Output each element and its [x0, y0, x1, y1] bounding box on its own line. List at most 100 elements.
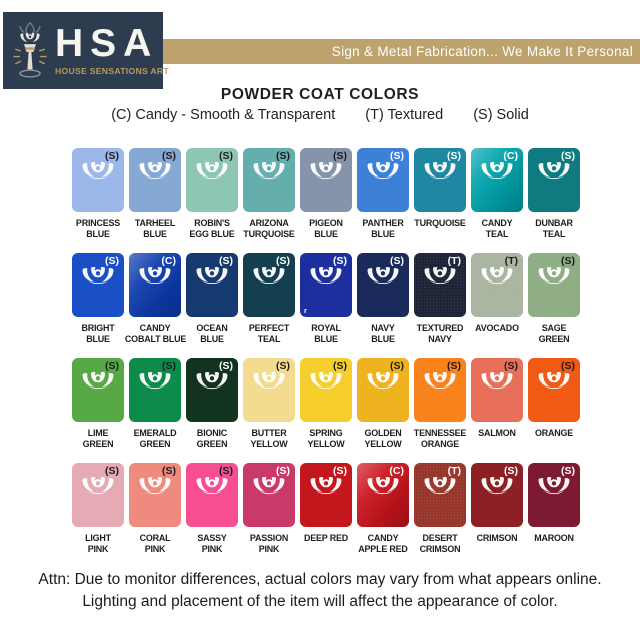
- finish-code: (S): [105, 465, 119, 477]
- lotus-watermark-icon: [81, 476, 115, 496]
- swatch-label: BRIGHT BLUE: [68, 323, 128, 346]
- swatch-label: TARHEEL BLUE: [125, 218, 185, 241]
- color-swatch: (S): [243, 253, 295, 317]
- color-swatch: (S): [186, 463, 238, 527]
- lotus-watermark-icon: [423, 161, 457, 181]
- swatch-label-line1: EMERALD: [133, 428, 177, 439]
- swatch-label: DUNBAR TEAL: [524, 218, 584, 241]
- swatch-label: OCEAN BLUE: [182, 323, 242, 346]
- legend-solid: (S) Solid: [473, 107, 529, 123]
- finish-code: (S): [276, 360, 290, 372]
- swatch-cell: (S) DEEP RED: [300, 463, 352, 556]
- swatch-label-line1: CANDY: [481, 218, 513, 229]
- swatch-label: ARIZONA TURQUOISE: [239, 218, 299, 241]
- swatch-cell: (S) CORAL PINK: [129, 463, 181, 556]
- finish-code: (S): [219, 360, 233, 372]
- swatch-label-line1: LIGHT: [85, 533, 111, 544]
- swatch-cell: (T) AVOCADO: [471, 253, 523, 346]
- stray-mark: r: [304, 306, 307, 315]
- finish-code: (S): [333, 150, 347, 162]
- lotus-watermark-icon: [480, 161, 514, 181]
- swatch-label: ROYAL BLUE: [296, 323, 356, 346]
- swatch-label-line2: EGG BLUE: [189, 229, 235, 241]
- swatch-cell: (C) CANDY COBALT BLUE: [125, 253, 186, 346]
- lotus-watermark-icon: [81, 266, 115, 286]
- lotus-watermark-icon: [81, 161, 115, 181]
- lotus-watermark-icon: [309, 266, 343, 286]
- lotus-watermark-icon: [195, 371, 229, 391]
- finish-code: (T): [504, 255, 518, 267]
- color-swatch: (S) r: [300, 253, 352, 317]
- swatch-label: EMERALD GREEN: [125, 428, 185, 451]
- swatch-cell: (S) PASSION PINK: [243, 463, 295, 556]
- swatch-cell: (S) EMERALD GREEN: [129, 358, 181, 451]
- swatch-label-line2: BLUE: [86, 229, 110, 241]
- swatch-cell: (S) TARHEEL BLUE: [129, 148, 181, 241]
- swatch-label: LIGHT PINK: [68, 533, 128, 556]
- finish-code: (S): [504, 465, 518, 477]
- color-swatch: (S): [243, 148, 295, 212]
- swatch-cell: (T) DESERT CRIMSON: [414, 463, 466, 556]
- swatch-cell: (S) SPRING YELLOW: [300, 358, 352, 451]
- finish-code: (C): [161, 255, 176, 267]
- swatch-cell: (S) GOLDEN YELLOW: [357, 358, 409, 451]
- swatch-label-line1: DESERT: [422, 533, 458, 544]
- swatch-cell: (S) DUNBAR TEAL: [528, 148, 580, 241]
- swatch-label-line1: OCEAN: [196, 323, 228, 334]
- swatch-label-line1: ORANGE: [534, 428, 574, 439]
- color-swatch: (S): [72, 253, 124, 317]
- finish-code: (S): [162, 150, 176, 162]
- color-swatch: (S): [357, 148, 409, 212]
- lotus-watermark-icon: [138, 476, 172, 496]
- lotus-watermark-icon: [366, 476, 400, 496]
- color-swatch: (T): [414, 463, 466, 527]
- swatch-label-line1: GOLDEN: [364, 428, 402, 439]
- swatch-label-line2: YELLOW: [250, 439, 288, 451]
- swatch-label: SPRING YELLOW: [296, 428, 356, 451]
- swatch-label-line2: GREEN: [538, 334, 570, 346]
- color-swatch: (S): [129, 148, 181, 212]
- finish-code: (S): [162, 465, 176, 477]
- swatch-label: TURQUOISE: [410, 218, 470, 229]
- swatch-label: TENNESSEE ORANGE: [410, 428, 470, 451]
- swatch-label-line2: PINK: [87, 544, 109, 556]
- swatch-cell: (S) BRIGHT BLUE: [72, 253, 124, 346]
- swatch-label-line1: PRINCESS: [75, 218, 121, 229]
- swatch-label: PERFECT TEAL: [239, 323, 299, 346]
- swatch-label-line1: CORAL: [139, 533, 171, 544]
- lotus-watermark-icon: [366, 371, 400, 391]
- swatch-label: GOLDEN YELLOW: [353, 428, 413, 451]
- swatch-label-line1: TENNESSEE: [413, 428, 467, 439]
- color-swatch: (S): [357, 253, 409, 317]
- finish-code: (S): [333, 465, 347, 477]
- lotus-watermark-icon: [252, 476, 286, 496]
- swatch-label-line2: NAVY: [428, 334, 452, 346]
- finish-code: (T): [447, 255, 461, 267]
- swatch-label-line2: TURQUOISE: [243, 229, 295, 241]
- finish-code: (S): [447, 360, 461, 372]
- swatch-cell: (S) TENNESSEE ORANGE: [414, 358, 466, 451]
- swatch-label-line1: SASSY: [197, 533, 227, 544]
- swatch-label-line1: BRIGHT: [81, 323, 115, 334]
- finish-code: (S): [219, 465, 233, 477]
- color-swatch: (S): [186, 253, 238, 317]
- lotus-watermark-icon: [195, 266, 229, 286]
- swatch-label-line2: PINK: [144, 544, 166, 556]
- lotus-watermark-icon: [252, 371, 286, 391]
- swatch-cell: (S) LIGHT PINK: [72, 463, 124, 556]
- swatch-label: NAVY BLUE: [353, 323, 413, 346]
- finish-code: (S): [105, 360, 119, 372]
- swatch-cell: (S) PANTHER BLUE: [357, 148, 409, 241]
- lotus-watermark-icon: [195, 476, 229, 496]
- swatch-label-line1: SAGE: [541, 323, 567, 334]
- legend-candy: (C) Candy - Smooth & Transparent: [111, 107, 336, 123]
- color-swatch: (T): [414, 253, 466, 317]
- color-swatch: (T): [471, 253, 523, 317]
- swatch-label-line1: TEXTURED: [416, 323, 464, 334]
- swatch-label-line1: MAROON: [534, 533, 574, 544]
- disclaimer-line1: Attn: Due to monitor differences, actual…: [38, 571, 602, 588]
- swatch-label-line1: BUTTER: [251, 428, 287, 439]
- color-swatch: (S): [528, 358, 580, 422]
- color-swatch: (S): [186, 358, 238, 422]
- swatch-label-line1: BIONIC: [196, 428, 228, 439]
